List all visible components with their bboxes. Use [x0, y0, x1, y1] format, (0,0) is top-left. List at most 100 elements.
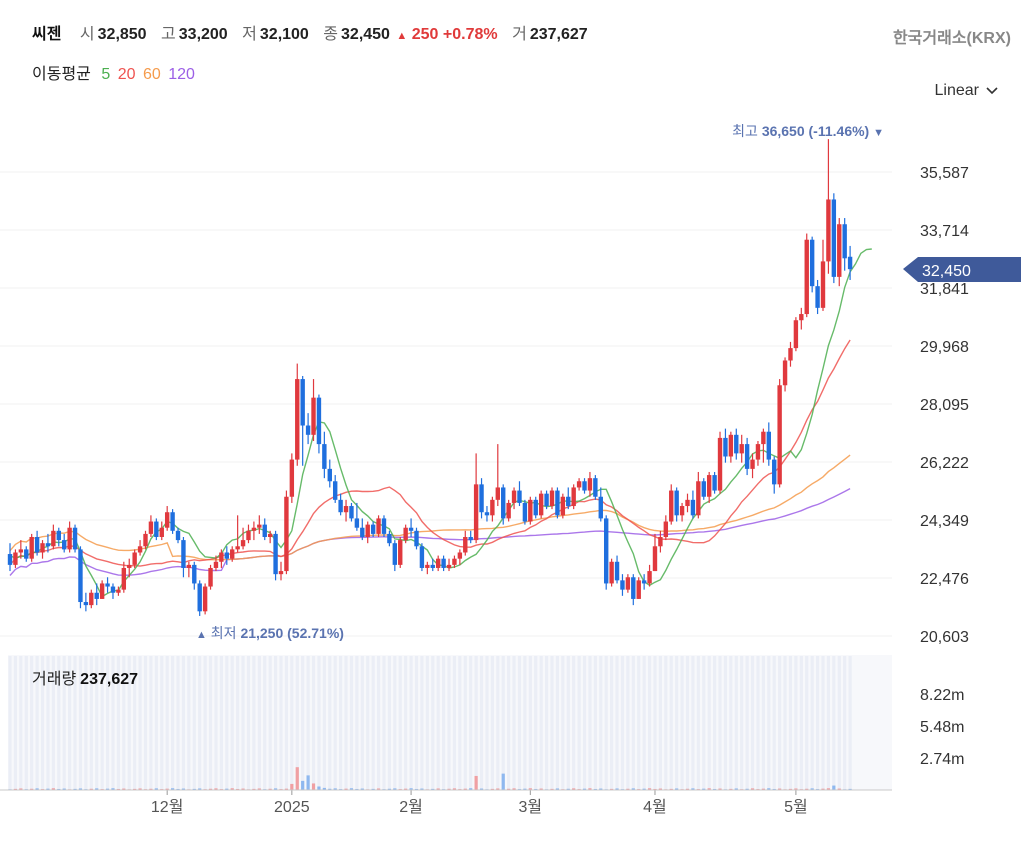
volume-axis-ticks: 8.22m 5.48m 2.74m: [920, 687, 964, 768]
volume-bar: [171, 788, 175, 790]
candle-body: [105, 583, 110, 587]
candles: [7, 139, 853, 616]
candle-body: [593, 478, 598, 497]
volume-stripe: [241, 656, 245, 790]
candle-body: [501, 487, 506, 519]
high-annotation-label: 최고: [732, 123, 758, 139]
volume-bar: [30, 788, 34, 790]
last-price-label: 32,450: [922, 263, 971, 280]
volume-stripe: [810, 656, 814, 790]
volume-bar: [414, 788, 419, 790]
candle-body: [490, 499, 495, 516]
candle-body: [576, 481, 582, 488]
scale-selector[interactable]: Linear: [935, 82, 999, 100]
volume-stripe: [360, 656, 364, 790]
close-label: 종: [323, 26, 339, 43]
high-label: 고: [161, 26, 176, 43]
volume-bar: [295, 767, 299, 790]
change-value: 250: [411, 26, 439, 43]
low-annotation: ▲ 최저 21,250 (52.71%): [196, 625, 344, 641]
candle-body: [452, 558, 457, 565]
moving-average-legend[interactable]: 이동평균 5 20 60 120: [32, 60, 201, 84]
candle-body: [804, 239, 809, 315]
volume-bar: [290, 783, 294, 790]
volume-bar: [62, 788, 66, 790]
candle-body: [652, 546, 658, 572]
volume-bar: [610, 788, 614, 790]
volume-stripe: [593, 656, 597, 790]
volume-bar: [794, 788, 798, 790]
candle-body: [669, 490, 674, 522]
volume-bar: [647, 788, 652, 790]
volume-stripe: [62, 656, 66, 790]
candle-body: [446, 564, 452, 568]
x-axis-ticks: 12월 2025 2월 3월 4월 5월: [0, 789, 892, 816]
volume-stripe: [582, 656, 587, 790]
candle-body: [56, 530, 61, 541]
candle-body: [197, 583, 202, 612]
volume-stripe: [371, 656, 375, 790]
volume-bar: [750, 788, 755, 790]
candle-body: [224, 552, 229, 559]
volume-bar: [496, 788, 500, 790]
volume-stripe: [35, 656, 39, 790]
candle-body: [273, 533, 278, 575]
volume-bar: [133, 788, 137, 790]
candle-body: [349, 506, 354, 519]
stock-name: 씨젠: [32, 26, 62, 43]
volume-stripe: [127, 656, 131, 790]
chevron-down-icon: [986, 87, 998, 94]
candle-body: [202, 586, 208, 612]
candle-body: [175, 530, 181, 541]
volume-stripe: [301, 656, 305, 790]
ma-60-label: 60: [142, 66, 161, 83]
candle-body: [435, 558, 441, 568]
volume-stripe: [447, 656, 451, 790]
candle-body: [674, 490, 679, 516]
candle-body: [755, 444, 761, 460]
volume-bar: [821, 788, 825, 790]
volume-bar: [463, 788, 467, 790]
candle-body: [528, 499, 533, 522]
volume-bar: [599, 788, 603, 790]
volume-bar: [718, 788, 722, 790]
volume-stripe: [442, 656, 446, 790]
volume-stripe: [718, 656, 722, 790]
volume-stripe: [176, 656, 180, 790]
candle-body: [208, 567, 213, 587]
candle-body: [815, 286, 820, 308]
volume-bar: [301, 780, 305, 790]
volume-stripe: [133, 656, 137, 790]
volume-bar: [268, 788, 272, 790]
volume-stripe: [452, 656, 457, 790]
candle-body: [45, 543, 51, 547]
volume-bar: [631, 788, 635, 790]
volume-bar: [311, 783, 316, 790]
volume-stripe: [550, 656, 554, 790]
volume-stripe: [826, 656, 831, 790]
candle-body: [831, 199, 837, 277]
candle-body: [690, 499, 696, 516]
volume-stripe: [236, 656, 240, 790]
volume-bar: [431, 788, 435, 790]
y-tick-label: 29,968: [920, 339, 969, 356]
volume-stripe: [51, 656, 55, 790]
volume-stripe: [756, 656, 760, 790]
volume-stripe: [664, 656, 668, 790]
candle-body: [154, 521, 159, 538]
volume-bar: [208, 788, 213, 790]
volume-stripe: [490, 656, 494, 790]
volume-bar: [512, 788, 516, 790]
volume-bar: [73, 788, 77, 790]
ma-120-line: [9, 487, 851, 576]
volume-bar: [707, 788, 711, 790]
volume-bar: [111, 788, 115, 790]
candle-body: [457, 552, 463, 559]
candle-body: [522, 502, 528, 522]
x-tick-label: 2월: [399, 798, 423, 816]
volume-stripe: [13, 656, 18, 790]
volume-bar: [501, 773, 505, 790]
volume-stripe: [534, 656, 538, 790]
volume-stripe: [68, 656, 72, 790]
